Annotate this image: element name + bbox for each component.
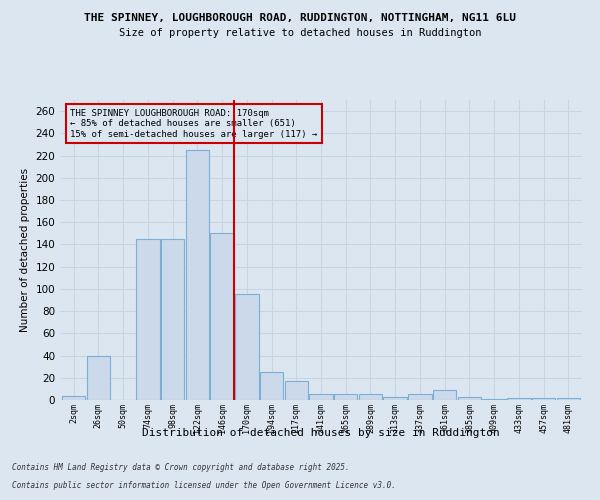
Bar (408, 394, 432, 400)
Text: THE SPINNEY, LOUGHBOROUGH ROAD, RUDDINGTON, NOTTINGHAM, NG11 6LU: THE SPINNEY, LOUGHBOROUGH ROAD, RUDDINGT… (84, 12, 516, 22)
Bar (284, 381, 308, 400)
Bar (62, 396, 85, 400)
Bar (458, 396, 481, 400)
Text: Size of property relative to detached houses in Ruddington: Size of property relative to detached ho… (119, 28, 481, 38)
Bar (383, 396, 407, 400)
Text: Contains HM Land Registry data © Crown copyright and database right 2025.: Contains HM Land Registry data © Crown c… (12, 464, 350, 472)
Bar (136, 239, 160, 400)
Bar (185, 150, 209, 400)
Bar (359, 394, 382, 400)
Bar (161, 239, 184, 400)
Bar (309, 394, 333, 400)
Bar (507, 398, 530, 400)
Bar (210, 234, 234, 400)
Bar (235, 294, 259, 400)
Bar (260, 372, 283, 400)
Bar (482, 399, 506, 400)
Text: THE SPINNEY LOUGHBOROUGH ROAD: 170sqm
← 85% of detached houses are smaller (651): THE SPINNEY LOUGHBOROUGH ROAD: 170sqm ← … (70, 109, 317, 139)
Bar (532, 398, 556, 400)
Bar (557, 398, 580, 400)
Bar (86, 356, 110, 400)
Bar (334, 394, 358, 400)
Text: Distribution of detached houses by size in Ruddington: Distribution of detached houses by size … (142, 428, 500, 438)
Y-axis label: Number of detached properties: Number of detached properties (20, 168, 30, 332)
Bar (433, 390, 457, 400)
Text: Contains public sector information licensed under the Open Government Licence v3: Contains public sector information licen… (12, 481, 396, 490)
